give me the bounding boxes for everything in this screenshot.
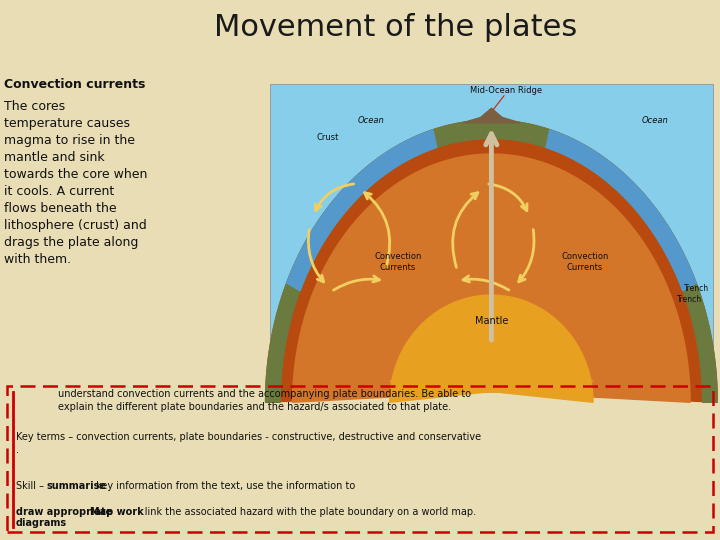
Text: - link the associated hazard with the plate boundary on a world map.: - link the associated hazard with the pl… — [135, 507, 476, 517]
Polygon shape — [546, 130, 696, 291]
Polygon shape — [287, 130, 437, 291]
Text: summarise: summarise — [46, 481, 106, 491]
FancyBboxPatch shape — [270, 84, 713, 381]
Text: Ocean: Ocean — [642, 116, 669, 125]
Polygon shape — [390, 295, 593, 402]
Text: Trench: Trench — [678, 295, 703, 305]
Text: draw appropriate
diagrams: draw appropriate diagrams — [16, 507, 112, 528]
Text: Trench: Trench — [684, 285, 709, 293]
Text: Skill –: Skill – — [16, 481, 44, 491]
Text: The cores
temperature causes
magma to rise in the
mantle and sink
towards the co: The cores temperature causes magma to ri… — [4, 100, 147, 266]
Text: Ocean: Ocean — [357, 116, 384, 125]
Text: .: . — [86, 507, 93, 517]
Text: understand convection currents and the accompanying plate boundaries. Be able to: understand convection currents and the a… — [58, 389, 471, 411]
Text: Mid-Ocean Ridge: Mid-Ocean Ridge — [469, 86, 542, 96]
Text: Convection currents: Convection currents — [4, 78, 145, 91]
Polygon shape — [266, 120, 717, 402]
Text: Mantle: Mantle — [474, 316, 508, 326]
Text: Convection
Currents: Convection Currents — [562, 252, 608, 272]
Polygon shape — [462, 108, 521, 123]
Text: key information from the text, use the information to: key information from the text, use the i… — [93, 481, 355, 491]
Polygon shape — [266, 120, 717, 402]
Polygon shape — [292, 154, 690, 402]
Text: Map work: Map work — [90, 507, 144, 517]
Text: Movement of the plates: Movement of the plates — [215, 14, 577, 43]
Text: Crust: Crust — [316, 133, 339, 142]
Text: Convection
Currents: Convection Currents — [374, 252, 421, 272]
Text: Key terms – convection currents, plate boundaries - constructive, destructive an: Key terms – convection currents, plate b… — [16, 432, 481, 455]
